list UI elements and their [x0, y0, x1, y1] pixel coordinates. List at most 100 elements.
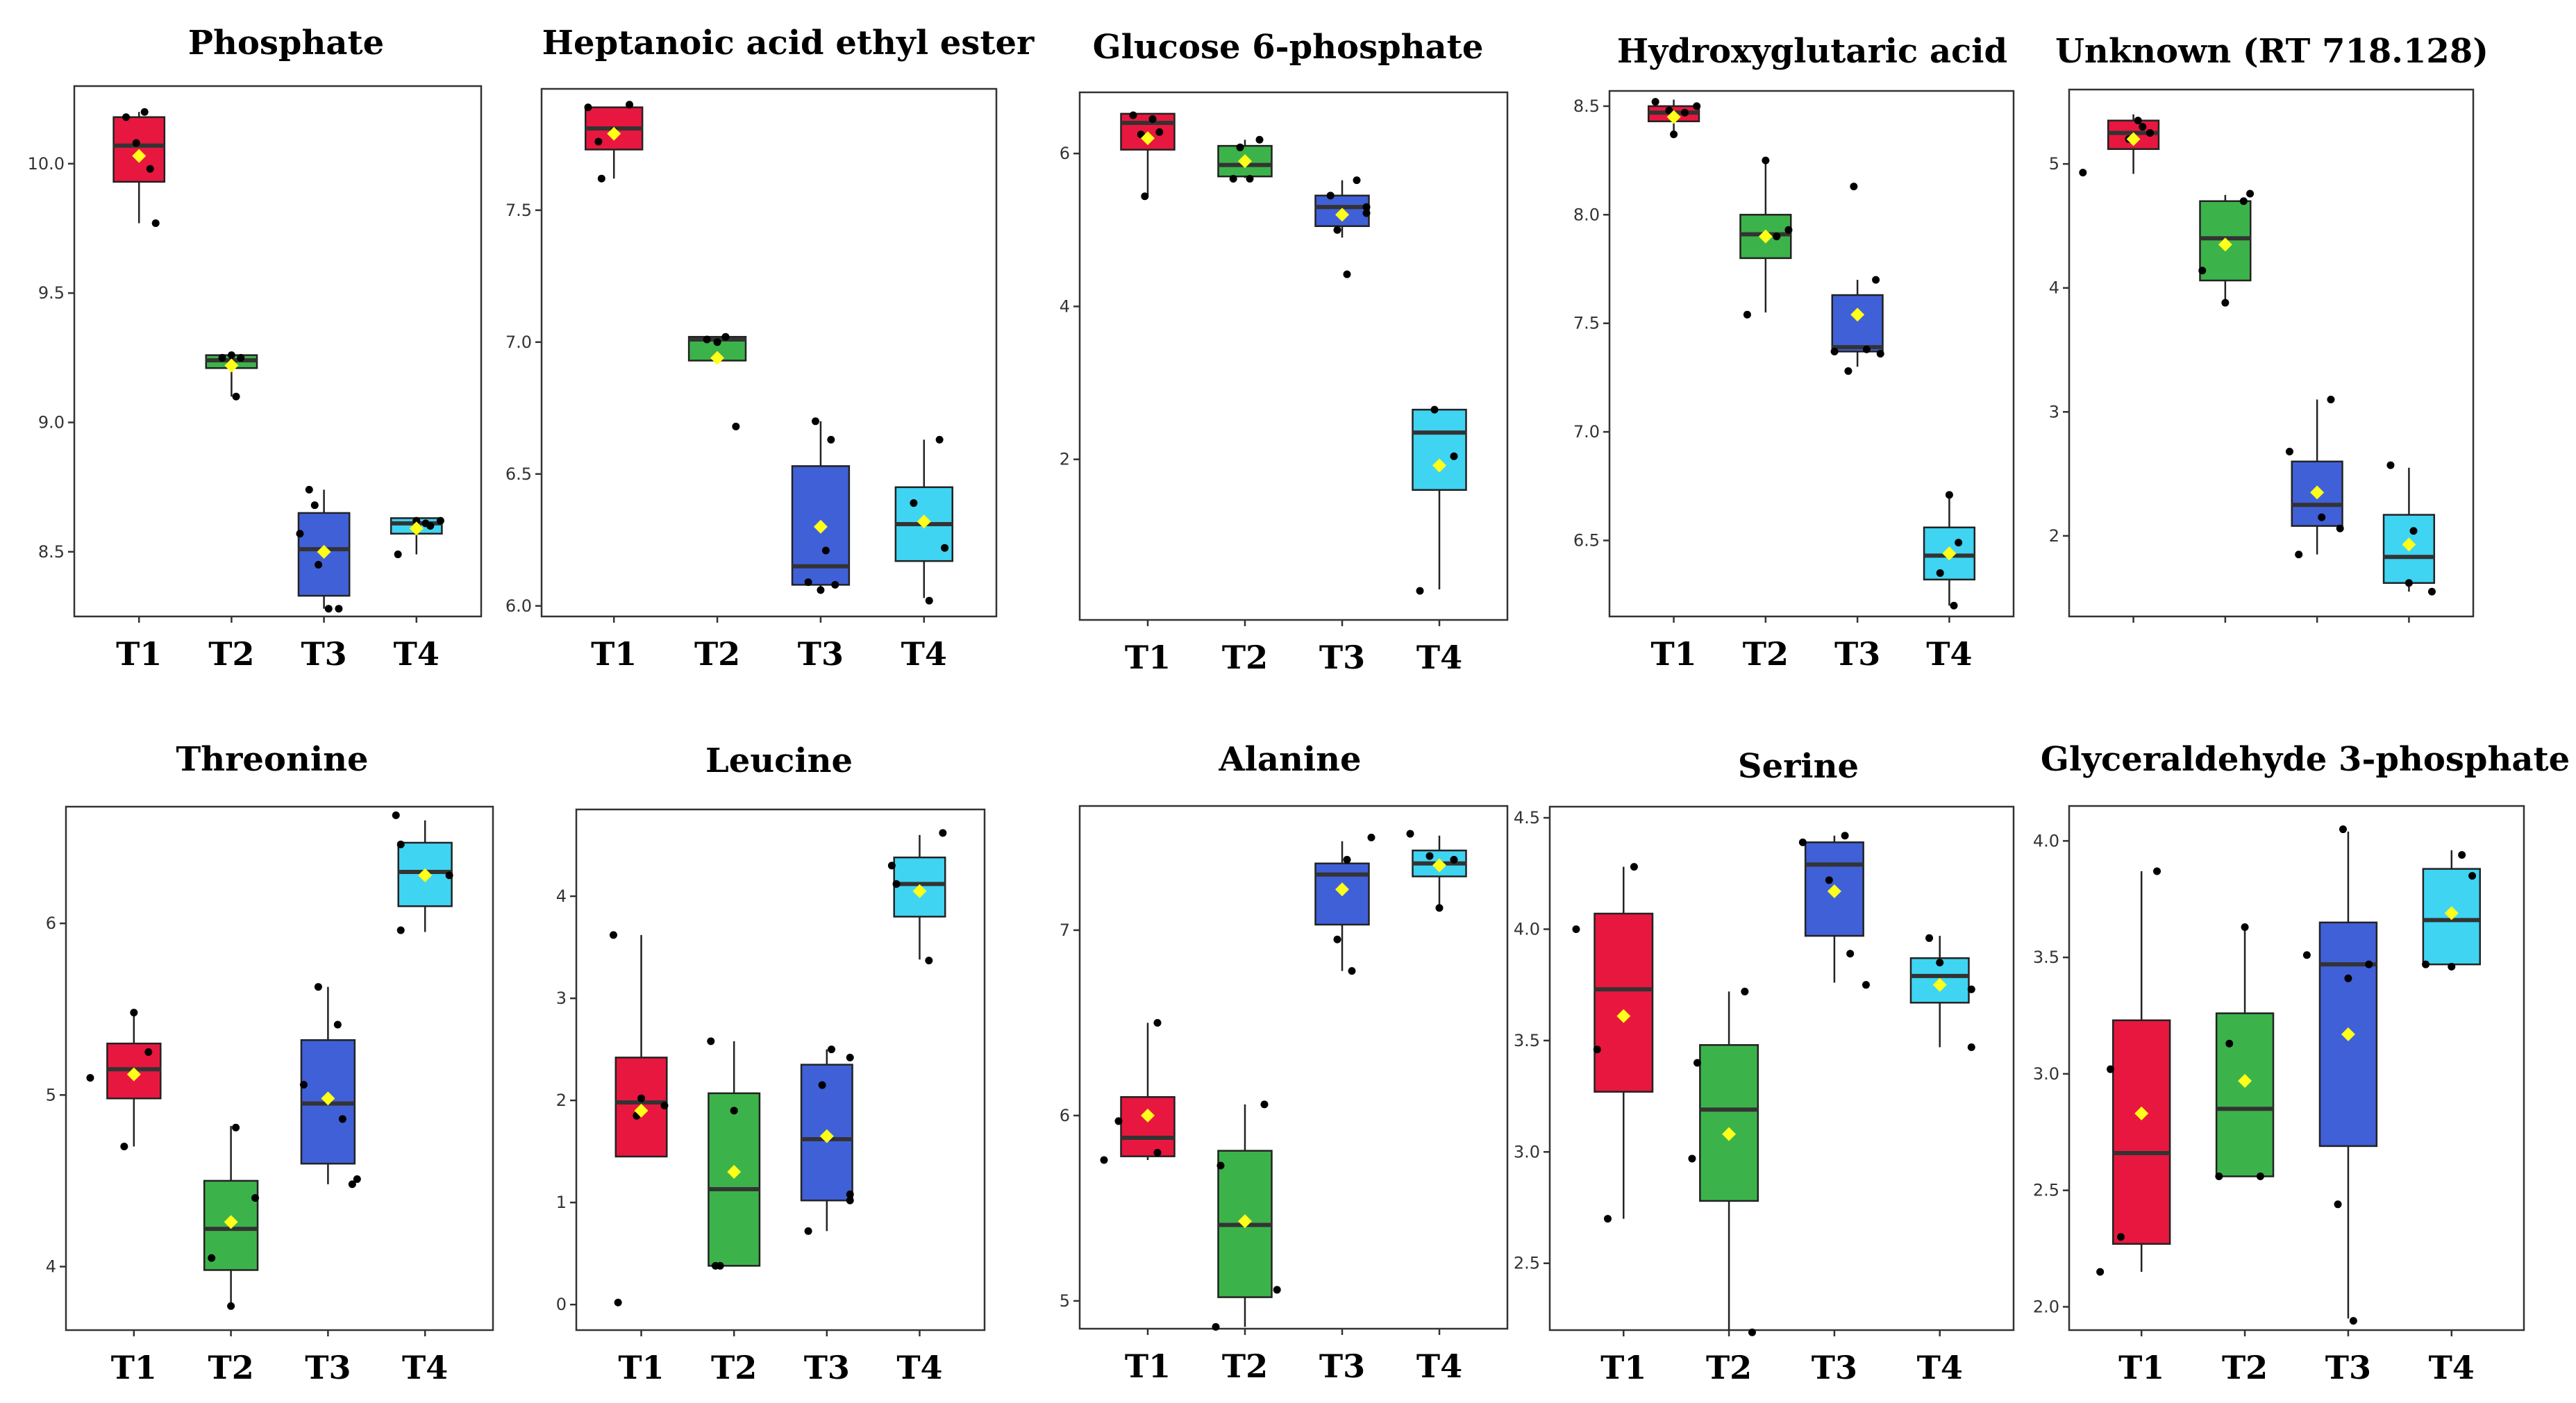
- data-point: [730, 1107, 738, 1115]
- data-point: [1450, 855, 1458, 864]
- y-tick-label: 8.0: [1573, 205, 1600, 224]
- data-point: [716, 1261, 724, 1270]
- data-point: [218, 353, 226, 362]
- chart-title: Threonine: [176, 740, 368, 779]
- mean-marker: [2341, 1027, 2355, 1041]
- mean-marker: [1758, 229, 1773, 244]
- data-point: [1862, 345, 1871, 353]
- data-point: [660, 1101, 669, 1109]
- data-point: [1148, 115, 1157, 124]
- mean-marker: [2444, 906, 2459, 921]
- x-tick-label: T2: [208, 1349, 253, 1386]
- y-tick-label: 9.5: [38, 283, 65, 303]
- x-tick-label: T3: [1319, 639, 1365, 676]
- data-point: [305, 485, 313, 494]
- y-tick-label: 4.0: [1514, 919, 1540, 939]
- data-point: [703, 335, 711, 344]
- data-point: [609, 931, 617, 939]
- data-point: [2246, 190, 2255, 198]
- data-point: [1862, 981, 1870, 989]
- x-tick-label: T1: [1125, 1347, 1171, 1385]
- y-tick-label: 2: [2049, 526, 2059, 546]
- data-point: [2448, 963, 2456, 971]
- data-point: [939, 829, 947, 837]
- data-point: [1844, 367, 1852, 376]
- mean-marker: [2402, 537, 2416, 552]
- x-tick-label: T3: [1812, 1349, 1857, 1386]
- y-tick-label: 5: [46, 1085, 56, 1104]
- data-point: [2285, 447, 2293, 455]
- data-point: [2349, 1317, 2357, 1325]
- data-point: [227, 351, 235, 360]
- mean-marker: [126, 1067, 141, 1082]
- data-point: [804, 578, 812, 587]
- mean-marker: [2310, 485, 2325, 500]
- data-point: [1773, 233, 1781, 241]
- data-point: [1688, 1154, 1696, 1163]
- data-point: [348, 1180, 356, 1188]
- x-tick-label: T4: [1917, 1349, 1963, 1386]
- y-tick-label: 7: [1060, 921, 1070, 940]
- x-tick-label: T4: [2429, 1349, 2475, 1386]
- data-point: [2318, 513, 2326, 521]
- chart-title: Glucose 6-phosphate: [1093, 28, 1484, 67]
- chart-panel: Unknown (RT 718.128) 2 3 4 5: [2049, 32, 2489, 623]
- chart-panel: Phosphate 8.5 9.0 9.5 10.0 T1 T2 T3 T4: [28, 24, 483, 673]
- data-point: [818, 1081, 826, 1089]
- y-tick-label: 7.5: [1573, 314, 1600, 333]
- y-tick-label: 6: [46, 914, 56, 933]
- data-point: [827, 435, 835, 444]
- data-point: [1798, 838, 1807, 846]
- data-point: [1153, 1018, 1162, 1027]
- plot-frame: [1078, 91, 1509, 621]
- y-tick-label: 7.0: [1573, 422, 1600, 442]
- data-point: [2198, 267, 2207, 275]
- data-point: [925, 957, 933, 965]
- data-point: [707, 1037, 715, 1045]
- data-point: [1216, 1161, 1225, 1170]
- x-tick-label: T1: [1650, 635, 1696, 673]
- y-tick-label: 2.5: [2033, 1181, 2059, 1200]
- data-point: [120, 1142, 128, 1150]
- data-point: [846, 1196, 854, 1204]
- y-tick-label: 3: [556, 989, 567, 1008]
- box-4-0: [1594, 912, 1654, 1093]
- chart-panel: Hydroxyglutaric acid 6.5 7.0 7.5 8.0 8.5 T1 T2 T…: [1573, 32, 2015, 673]
- mean-marker: [1827, 884, 1841, 898]
- data-point: [637, 1094, 646, 1102]
- chart-panel: Serine 2.5 3.0 3.5 4.0 4.5 T1 T2 T3 T4: [1514, 747, 2015, 1386]
- y-tick-label: 4: [1060, 296, 1070, 316]
- data-point: [1255, 135, 1264, 144]
- data-point: [1572, 925, 1580, 933]
- mean-marker: [1141, 1108, 1155, 1123]
- data-point: [324, 605, 333, 613]
- data-point: [1693, 1059, 1702, 1067]
- chart-panel: Glucose 6-phosphate 2 4 6 T1 T2 T3 T4: [1060, 28, 1509, 676]
- data-point: [1362, 203, 1371, 211]
- data-point: [594, 137, 603, 146]
- data-point: [626, 101, 634, 109]
- y-tick-label: 3.5: [2033, 948, 2059, 967]
- y-tick-label: 10.0: [28, 154, 65, 174]
- x-tick-label: T4: [394, 635, 440, 673]
- x-tick-label: T4: [901, 635, 947, 673]
- mean-marker: [2238, 1073, 2252, 1088]
- data-point: [1955, 539, 1963, 547]
- mean-marker: [819, 1129, 834, 1143]
- data-point: [237, 353, 245, 362]
- chart-title: Heptanoic acid ethyl ester: [542, 24, 1035, 62]
- data-point: [1362, 209, 1371, 217]
- y-tick-label: 3: [2049, 402, 2059, 421]
- data-point: [2134, 117, 2142, 125]
- data-point: [1273, 1286, 1281, 1294]
- data-point: [232, 392, 240, 401]
- x-tick-label: T2: [711, 1349, 757, 1386]
- data-point: [2241, 923, 2249, 931]
- data-point: [144, 1048, 153, 1057]
- box-4-3: [1412, 408, 1467, 492]
- x-tick-label: T1: [591, 635, 637, 673]
- mean-marker: [409, 521, 424, 536]
- mean-marker: [2126, 132, 2141, 146]
- data-point: [1841, 832, 1849, 840]
- x-tick-label: T3: [305, 1349, 351, 1386]
